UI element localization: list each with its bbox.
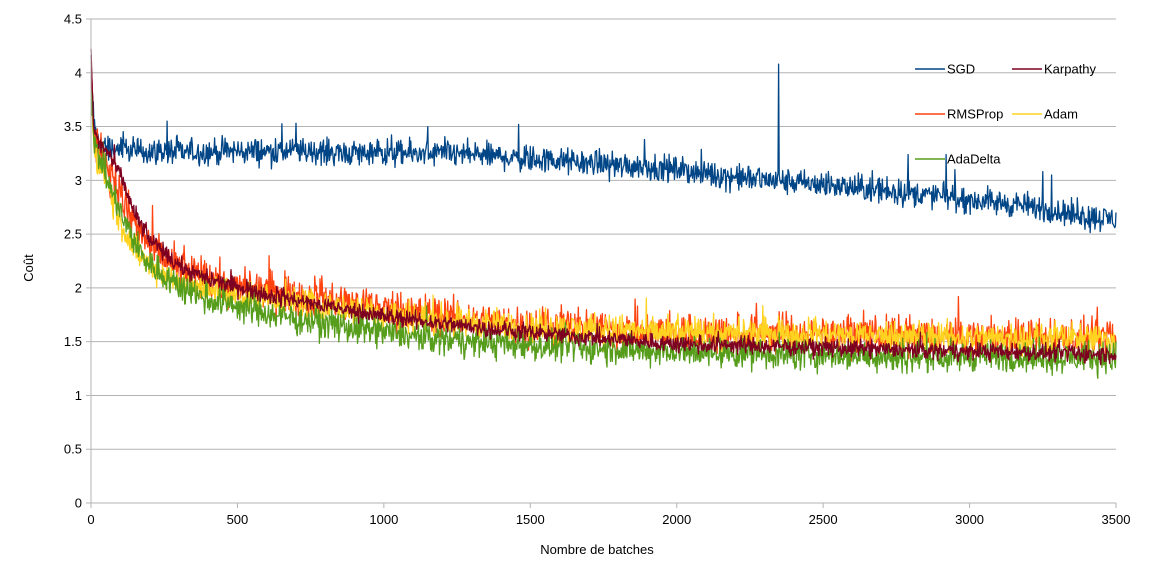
legend: SGD Karpathy RMSProp Adam AdaDelta bbox=[915, 62, 1097, 167]
y-axis-title: Coût bbox=[21, 254, 36, 282]
x-tick-label: 2500 bbox=[809, 512, 838, 527]
axes bbox=[86, 18, 1117, 508]
y-tick-label: 2 bbox=[75, 280, 82, 295]
legend-label-adam: Adam bbox=[1044, 107, 1078, 122]
x-tick-label: 3000 bbox=[955, 512, 984, 527]
y-tick-label: 1 bbox=[75, 388, 82, 403]
x-tick-label: 2000 bbox=[662, 512, 691, 527]
legend-label-adadelta: AdaDelta bbox=[947, 152, 1001, 167]
y-tick-label: 0 bbox=[75, 496, 82, 511]
y-tick-label: 0.5 bbox=[64, 442, 82, 457]
y-tick-label: 2.5 bbox=[64, 227, 82, 242]
y-tick-label: 4.5 bbox=[64, 12, 82, 27]
y-tick-label: 4 bbox=[75, 65, 82, 80]
y-tick-label: 3 bbox=[75, 173, 82, 188]
x-tick-label: 1500 bbox=[516, 512, 545, 527]
legend-label-karpathy: Karpathy bbox=[1044, 62, 1097, 77]
x-tick-label: 3500 bbox=[1102, 512, 1131, 527]
legend-label-rmsprop: RMSProp bbox=[947, 107, 1003, 122]
series-line-karpathy bbox=[90, 48, 1117, 366]
x-tick-label: 0 bbox=[87, 512, 94, 527]
x-axis-title: Nombre de batches bbox=[540, 542, 654, 557]
series-line-adadelta bbox=[90, 76, 1117, 379]
series-lines bbox=[90, 48, 1117, 379]
x-tick-label: 500 bbox=[227, 512, 249, 527]
tick-labels: 0 0.5 1 1.5 2 2.5 3 3.5 4 4.5 0 500 1000 1500 2000 2500… bbox=[64, 12, 1131, 528]
series-line-sgd bbox=[90, 55, 1117, 234]
y-tick-label: 3.5 bbox=[64, 119, 82, 134]
x-tick-label: 1000 bbox=[369, 512, 398, 527]
legend-label-sgd: SGD bbox=[947, 62, 975, 77]
y-tick-label: 1.5 bbox=[64, 334, 82, 349]
